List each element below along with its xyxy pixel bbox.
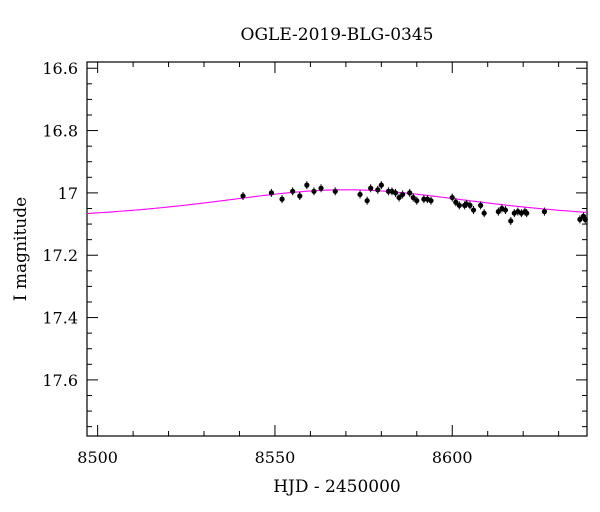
data-point (453, 199, 459, 205)
data-point (407, 190, 413, 196)
data-point (470, 207, 477, 213)
y-tick-label: 16.6 (42, 59, 78, 78)
x-tick-label: 8550 (255, 448, 296, 467)
data-point (378, 182, 384, 188)
data-point (495, 209, 501, 215)
data-point (478, 202, 484, 208)
axis-ticks (87, 62, 587, 436)
data-point (481, 210, 487, 216)
data-point (332, 188, 338, 194)
data-point (428, 198, 434, 204)
y-tick-label: 17.4 (42, 309, 78, 328)
data-point (297, 193, 303, 199)
x-tick-label: 8600 (432, 448, 473, 467)
data-point (311, 188, 317, 194)
data-point (368, 185, 374, 191)
chart-title: OGLE-2019-BLG-0345 (241, 25, 434, 45)
y-tick-label: 17 (58, 184, 78, 203)
data-point (410, 194, 416, 201)
x-axis-label: HJD - 2450000 (273, 477, 401, 497)
x-tick-label: 8500 (77, 448, 118, 467)
data-point (524, 210, 530, 216)
data-point (290, 188, 296, 194)
data-point (392, 190, 399, 196)
data-point (508, 218, 514, 224)
data-point (400, 191, 406, 198)
data-point (449, 194, 455, 201)
data-point (396, 194, 402, 201)
data-point (304, 182, 310, 188)
data-point (357, 191, 363, 198)
y-tick-label: 17.2 (42, 246, 78, 265)
data-point (414, 198, 420, 204)
data-point (502, 207, 509, 213)
data-point (577, 216, 583, 222)
axis-tick-labels: 8500 8550 8600 16.6 16.8 17 17.2 17.4 17.6 (42, 59, 472, 467)
data-point (582, 216, 588, 222)
data-point (541, 209, 548, 215)
y-tick-label: 16.8 (42, 122, 78, 141)
model-curve-line (86, 189, 588, 215)
plot-frame (86, 61, 588, 437)
data-point (279, 196, 285, 202)
data-point (240, 193, 246, 199)
data-point (268, 190, 274, 196)
data-point (375, 187, 381, 193)
data-point (364, 198, 370, 204)
data-point (318, 185, 324, 191)
data-point (456, 202, 462, 208)
data-point (467, 202, 473, 208)
y-axis-label: I magnitude (11, 197, 31, 301)
y-tick-label: 17.6 (42, 371, 78, 390)
data-points-layer (240, 181, 588, 225)
model-curve-layer (86, 189, 588, 215)
